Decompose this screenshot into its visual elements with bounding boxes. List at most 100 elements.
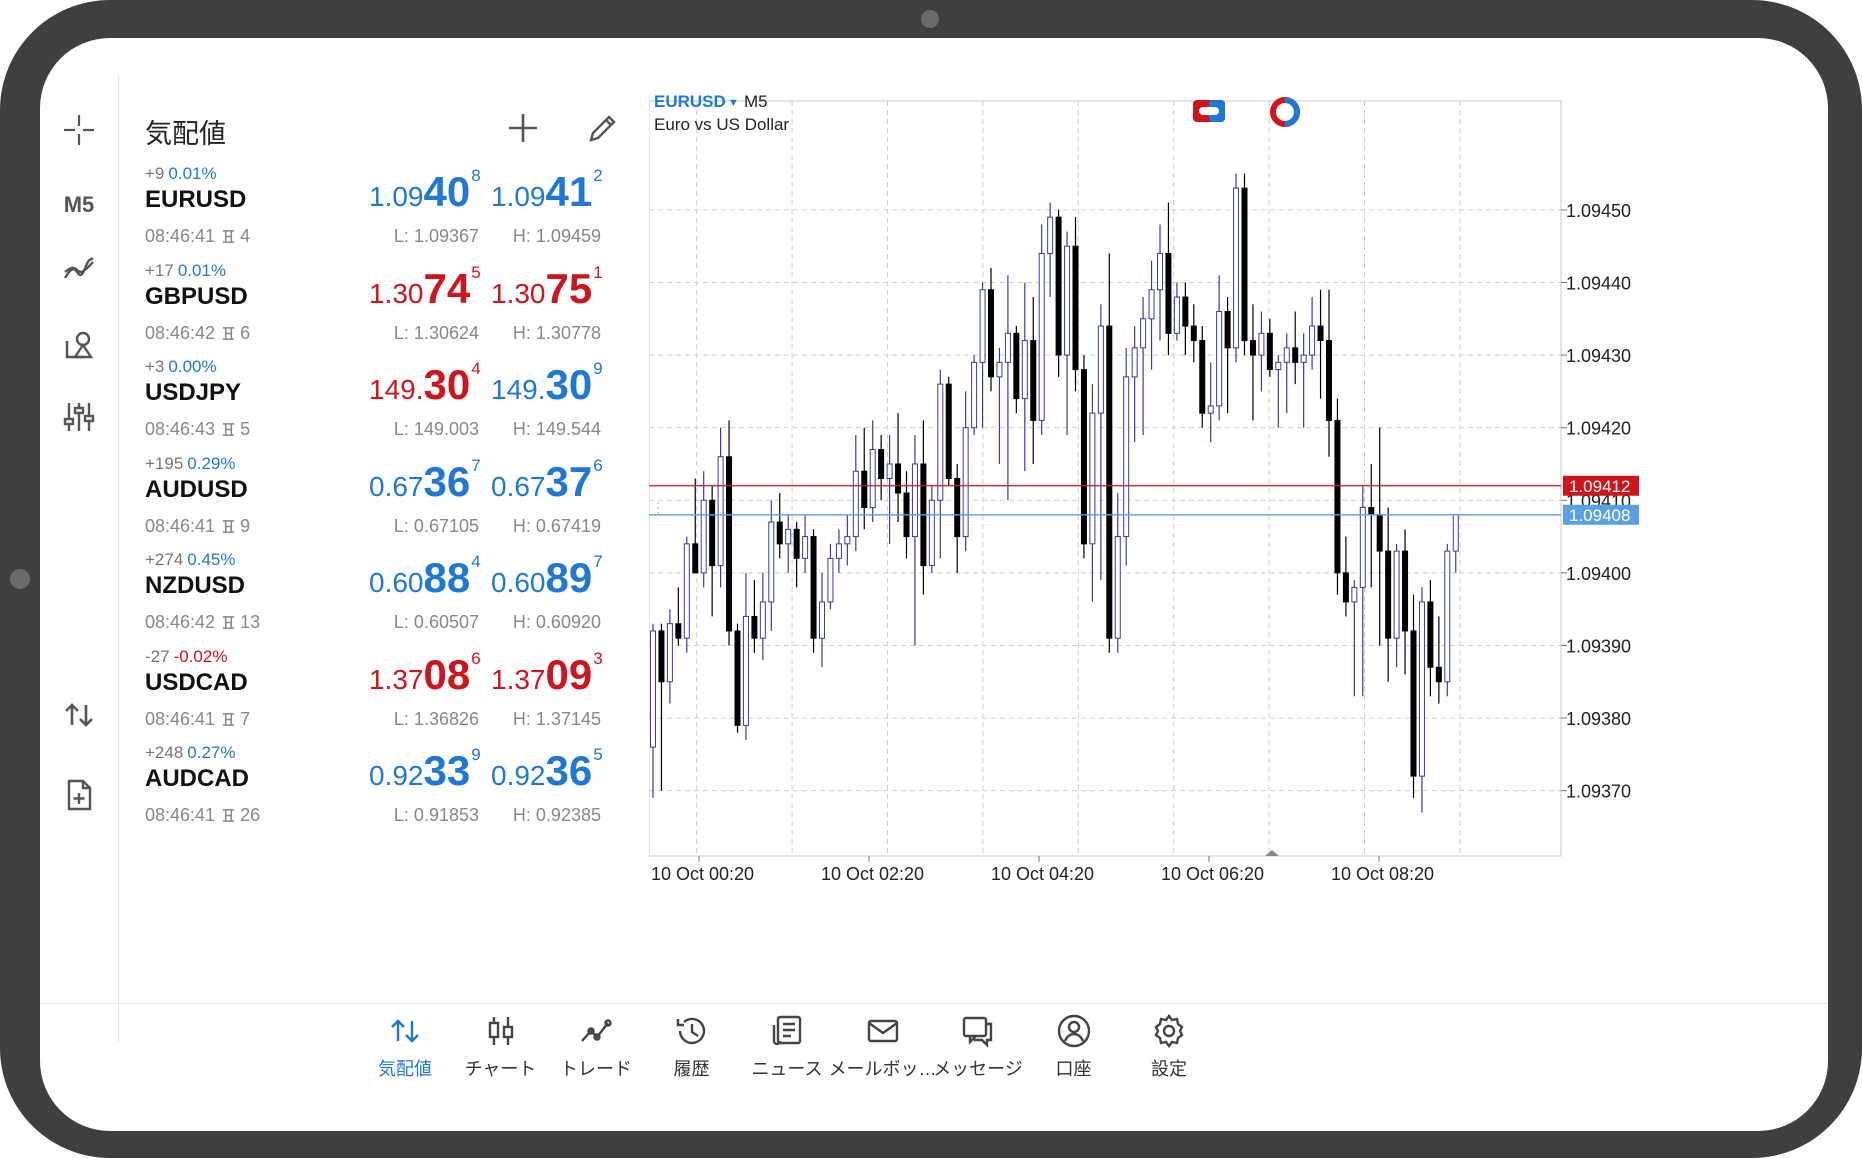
ask-price: 0.60897 <box>491 552 603 604</box>
quote-row[interactable]: -27 -0.02% USDCAD 08:46:41 7 1.37086 1.37093 L:… <box>119 647 649 762</box>
ask-price: 0.67376 <box>491 455 603 508</box>
edit-symbols-button[interactable] <box>581 106 625 150</box>
ask-price-fraction: 6 <box>593 455 603 475</box>
candle-bear <box>1402 550 1409 632</box>
quote-row[interactable]: +3 0.00% USDJPY 08:46:43 5 149.304 149.309 L: 1… <box>119 357 649 472</box>
quote-time: 08:46:41 9 <box>145 516 250 537</box>
quote-row[interactable]: +248 0.27% AUDCAD 08:46:41 26 0.92339 0.92365 L… <box>119 743 649 858</box>
nav-item-label: 気配値 <box>378 1059 432 1079</box>
candle-bull <box>802 536 809 559</box>
nav-item-label: メッセージ <box>933 1059 1023 1079</box>
objects-icon[interactable] <box>52 318 106 372</box>
quote-symbol: USDCAD <box>145 668 248 696</box>
candle-bull <box>1351 586 1358 603</box>
bid-price-prefix: 0.67 <box>369 470 424 502</box>
trade-arrows-icon[interactable] <box>52 688 106 742</box>
candle-bear <box>675 623 682 639</box>
candle-bull <box>1444 550 1451 683</box>
crosshair-icon[interactable] <box>52 103 106 157</box>
candle-bull <box>1004 332 1011 363</box>
nav-item[interactable]: 口座 <box>1019 1013 1129 1103</box>
candle-bull <box>650 630 656 748</box>
history-icon <box>676 1017 705 1045</box>
bid-price-prefix: 0.92 <box>369 760 424 791</box>
ask-price-prefix: 0.92 <box>491 760 546 791</box>
arrows-updown-icon <box>391 1019 419 1043</box>
nav-item-label: メールボッ… <box>828 1059 937 1079</box>
nav-item[interactable]: ニュース <box>732 1013 842 1103</box>
price-axis-label: 1.09450 <box>1566 201 1631 221</box>
indicators-icon[interactable] <box>52 243 106 297</box>
candle-bear <box>1182 296 1189 327</box>
candle-bear <box>734 630 741 726</box>
nav-item-label: 口座 <box>1055 1059 1092 1079</box>
quote-spread: 5 <box>240 419 251 439</box>
ask-price-fraction: 5 <box>593 745 603 764</box>
nav-item[interactable]: トレード <box>541 1013 651 1103</box>
spread-icon <box>222 809 235 822</box>
quote-timestamp: 08:46:43 <box>145 419 216 439</box>
nav-item[interactable]: 設定 <box>1114 1013 1224 1103</box>
candle-bear <box>1342 572 1349 603</box>
candle-bear <box>1435 666 1442 683</box>
ask-price-pips: 36 <box>545 747 593 794</box>
quote-change-percent: 0.27% <box>187 743 236 762</box>
candle-bear <box>709 499 716 567</box>
quote-row[interactable]: +274 0.45% NZDUSD 08:46:42 13 0.60884 0.60897 L… <box>119 550 649 665</box>
candle-bull <box>886 463 893 480</box>
candle-bear <box>692 543 699 574</box>
candle-bull <box>1452 514 1459 552</box>
quote-time: 08:46:41 26 <box>145 805 260 826</box>
price-axis-label: 1.09430 <box>1566 346 1631 366</box>
quote-time: 08:46:43 5 <box>145 419 250 440</box>
quote-row[interactable]: +17 0.01% GBPUSD 08:46:42 6 1.30745 1.30751 L: … <box>119 261 649 376</box>
ask-price: 1.30751 <box>491 263 603 315</box>
candle-bull <box>1123 376 1130 538</box>
nav-item[interactable]: 気配値 <box>350 1013 460 1103</box>
price-axis-label: 1.09390 <box>1566 636 1631 656</box>
bid-price-pips: 08 <box>423 650 471 698</box>
nav-item[interactable]: 履歴 <box>637 1013 747 1103</box>
candle-bear <box>861 470 868 509</box>
candle-bear <box>1266 332 1273 371</box>
quote-change-points: +17 <box>145 260 174 280</box>
quote-timestamp: 08:46:41 <box>145 708 216 729</box>
nav-item[interactable]: チャート <box>446 1013 556 1103</box>
quote-row[interactable]: +195 0.29% AUDUSD 08:46:41 9 0.67367 0.67376 L:… <box>119 454 649 569</box>
nav-item-label: チャート <box>464 1059 537 1079</box>
quote-symbol: AUDUSD <box>145 475 248 503</box>
candle-bull <box>1021 340 1028 400</box>
candle-bull <box>717 456 724 567</box>
chart-settings-icon[interactable] <box>52 390 106 444</box>
mail-icon <box>867 1019 898 1043</box>
bid-price-fraction: 4 <box>471 552 481 571</box>
timeframe-button[interactable]: M5 <box>63 192 95 217</box>
time-axis-label: 10 Oct 04:20 <box>991 864 1094 884</box>
candle-bear <box>954 478 961 538</box>
new-order-icon[interactable] <box>52 768 106 822</box>
ask-price-prefix: 0.67 <box>491 470 546 502</box>
quote-low: L: 0.60507 <box>393 612 479 632</box>
candle-bear <box>878 448 885 480</box>
candle-bull <box>1275 361 1282 371</box>
quote-low: L: 1.30624 <box>393 322 479 343</box>
candle-bull <box>1359 507 1366 588</box>
quotes-panel: 気配値 +9 0.01% EURUSD 08:46:41 4 1.09408 1.09412… <box>119 76 649 1042</box>
price-chart[interactable]: 1.094501.094401.094301.094201.094101.094… <box>649 76 1785 1016</box>
quote-high: H: 1.37145 <box>512 708 601 729</box>
quote-timestamp: 08:46:42 <box>145 322 216 343</box>
bid-price-fraction: 6 <box>471 648 481 668</box>
quote-time: 08:46:41 4 <box>145 226 250 247</box>
spread-icon <box>222 519 235 533</box>
candle-bull <box>742 615 749 726</box>
bid-price-pips: 33 <box>423 747 471 794</box>
nav-item[interactable]: メールボッ… <box>828 1013 938 1103</box>
nav-item-label: 設定 <box>1151 1059 1187 1079</box>
symbol-dropdown-icon: ▼ <box>728 97 739 109</box>
add-symbol-button[interactable] <box>501 106 545 150</box>
quote-row[interactable]: +9 0.01% EURUSD 08:46:41 4 1.09408 1.09412 L: 1… <box>119 164 649 279</box>
candle-bull <box>1140 318 1147 349</box>
nav-item[interactable]: メッセージ <box>923 1013 1033 1103</box>
candle-bull <box>819 601 825 639</box>
ask-price-prefix: 149. <box>491 374 546 405</box>
